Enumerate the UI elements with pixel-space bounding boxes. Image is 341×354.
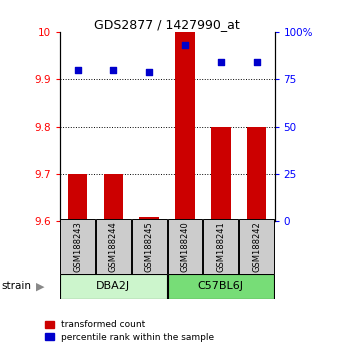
Bar — [204, 219, 238, 274]
Bar — [132, 219, 166, 274]
Text: GSM188242: GSM188242 — [252, 222, 261, 272]
Bar — [211, 126, 231, 221]
Text: GSM188240: GSM188240 — [180, 222, 190, 272]
Bar — [175, 32, 195, 221]
Bar — [96, 219, 131, 274]
Text: strain: strain — [2, 281, 32, 291]
Bar — [60, 219, 95, 274]
Point — [146, 69, 152, 74]
Text: DBA2J: DBA2J — [96, 281, 131, 291]
Point — [75, 67, 80, 73]
Point — [182, 42, 188, 48]
Text: GSM188243: GSM188243 — [73, 222, 82, 272]
Bar — [60, 274, 166, 299]
Text: GSM188241: GSM188241 — [216, 222, 225, 272]
Bar — [168, 219, 202, 274]
Legend: transformed count, percentile rank within the sample: transformed count, percentile rank withi… — [45, 320, 214, 342]
Point — [254, 59, 259, 65]
Bar — [168, 274, 274, 299]
Bar — [68, 174, 87, 221]
Point — [218, 59, 223, 65]
Text: GSM188245: GSM188245 — [145, 222, 154, 272]
Text: C57BL6J: C57BL6J — [198, 281, 244, 291]
Bar — [139, 217, 159, 221]
Bar — [239, 219, 274, 274]
Point — [110, 67, 116, 73]
Bar — [104, 174, 123, 221]
Title: GDS2877 / 1427990_at: GDS2877 / 1427990_at — [94, 18, 240, 31]
Text: GSM188244: GSM188244 — [109, 222, 118, 272]
Text: ▶: ▶ — [36, 281, 44, 291]
Bar — [247, 126, 266, 221]
